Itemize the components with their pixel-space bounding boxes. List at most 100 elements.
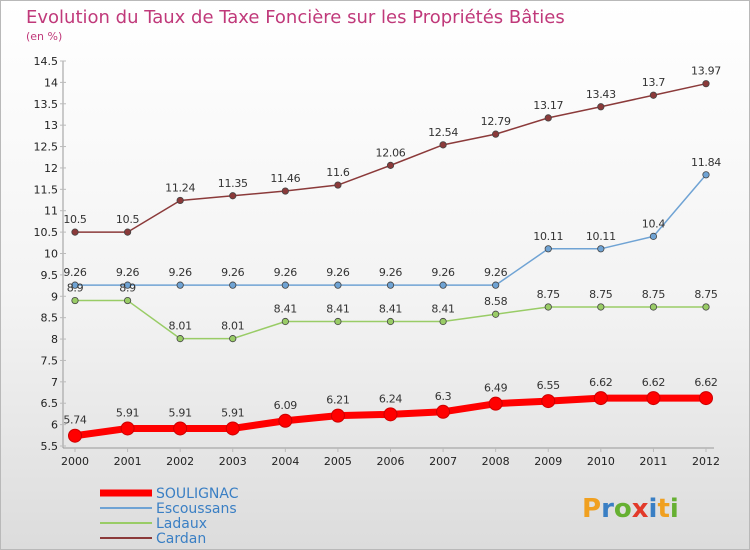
data-point [386, 281, 395, 289]
y-tick-label: 13.5 [34, 98, 59, 111]
labels-ladaux: 8.9 8.9 8.01 8.01 8.41 8.41 8.41 8.41 8.58 8.75 8.… [67, 282, 719, 333]
data-point [330, 408, 345, 423]
data-label: 11.24 [165, 181, 195, 194]
data-point [597, 103, 605, 111]
x-tick-label: 2001 [114, 455, 142, 468]
data-label: 9.26 [326, 266, 350, 279]
data-point [334, 317, 342, 326]
chart-title: Evolution du Taux de Taxe Foncière sur l… [26, 7, 565, 28]
data-point [281, 281, 289, 289]
svg-text:Proxiti: Proxiti [582, 494, 679, 524]
data-point [544, 245, 552, 253]
y-tick-label: 9.5 [41, 269, 59, 282]
data-label: 6.49 [484, 382, 508, 395]
data-label: 13.7 [642, 76, 666, 89]
y-tick-label: 6 [51, 419, 58, 432]
data-label: 8.75 [642, 288, 666, 301]
series-layer: 5.74 5.91 5.91 5.91 6.09 6.21 6.24 6.3 6.49 6.55 6… [63, 65, 722, 443]
data-label: 6.62 [589, 376, 612, 389]
data-point [488, 396, 503, 411]
data-label: 10.11 [533, 230, 563, 243]
data-point [646, 391, 661, 406]
data-label: 6.21 [326, 394, 349, 407]
data-point [492, 281, 500, 289]
chart-subtitle: (en %) [26, 30, 62, 43]
data-label: 6.62 [642, 376, 665, 389]
series-soulignac [68, 391, 713, 443]
data-label: 8.75 [537, 288, 561, 301]
data-point [281, 187, 289, 195]
data-label: 9.26 [116, 266, 140, 279]
data-label: 11.46 [270, 172, 300, 185]
data-point [71, 281, 79, 289]
data-point [492, 310, 500, 318]
data-label: 8.01 [221, 320, 244, 333]
data-point [383, 407, 398, 422]
data-point [225, 421, 240, 436]
data-label: 11.84 [691, 156, 721, 169]
data-label: 8.41 [379, 303, 402, 316]
data-point [597, 245, 605, 253]
data-point [71, 296, 79, 305]
data-point [176, 335, 184, 343]
data-point [439, 281, 447, 289]
data-point [176, 196, 184, 205]
x-tick-label: 2010 [587, 455, 615, 468]
x-tick-label: 2008 [482, 455, 510, 468]
y-tick-label: 11.5 [34, 183, 59, 196]
data-point [229, 281, 237, 289]
x-tick-label: 2003 [219, 455, 247, 468]
legend-label: SOULIGNAC [156, 486, 239, 502]
y-tick-label: 7 [51, 376, 58, 389]
x-tick-label: 2012 [692, 455, 720, 468]
data-label: 5.91 [169, 406, 192, 419]
data-point [702, 303, 710, 311]
data-label: 8.41 [274, 303, 297, 316]
data-point [649, 91, 658, 99]
data-label: 12.54 [428, 126, 458, 139]
data-point [541, 394, 556, 409]
data-label: 9.26 [274, 266, 298, 279]
labels-escoussans: 9.26 9.26 9.26 9.26 9.26 9.26 9.26 9.26 9.26 10.1… [63, 156, 721, 279]
data-point [334, 181, 342, 189]
labels-soulignac: 5.74 5.91 5.91 5.91 6.09 6.21 6.24 6.3 6.49 6.55 6… [63, 376, 718, 427]
data-label: 10.5 [116, 213, 140, 226]
data-point [173, 421, 188, 436]
legend-item-soulignac: SOULIGNAC [100, 486, 239, 502]
legend-item-escoussans: Escoussans [100, 501, 237, 517]
data-point [439, 141, 447, 149]
data-label: 6.09 [274, 399, 298, 412]
data-point [123, 296, 132, 305]
data-point [492, 130, 500, 138]
data-point [386, 161, 395, 169]
y-tick-label: 9 [51, 290, 58, 303]
y-tick-label: 14 [44, 76, 58, 89]
data-label: 12.79 [481, 115, 511, 128]
data-label: 9.26 [484, 266, 508, 279]
data-point [229, 192, 237, 200]
legend-label: Cardan [156, 531, 206, 547]
data-point [597, 303, 605, 311]
y-tick-label: 8.5 [41, 312, 59, 325]
data-label: 13.17 [533, 99, 563, 112]
x-tick-label: 2000 [61, 455, 89, 468]
x-tick-label: 2004 [271, 455, 299, 468]
data-label: 8.41 [326, 303, 349, 316]
series-ladaux [71, 296, 710, 343]
y-tick-label: 11 [44, 205, 58, 218]
data-label: 10.11 [586, 230, 616, 243]
data-point [436, 404, 451, 419]
data-point [334, 281, 342, 289]
data-label: 8.01 [169, 320, 192, 333]
data-label: 11.35 [218, 177, 248, 190]
x-tick-label: 2011 [639, 455, 667, 468]
data-point [229, 335, 237, 343]
data-label: 13.43 [586, 88, 616, 101]
data-point [699, 391, 713, 406]
data-label: 9.26 [379, 266, 403, 279]
data-point [702, 80, 710, 88]
data-point [649, 303, 658, 311]
data-label: 11.6 [326, 166, 350, 179]
